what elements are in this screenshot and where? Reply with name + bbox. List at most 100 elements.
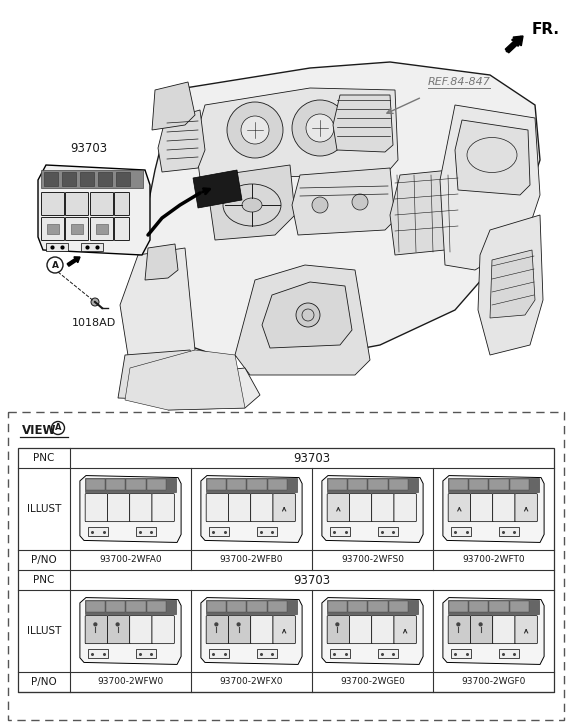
Bar bbox=[81, 243, 103, 251]
Polygon shape bbox=[193, 170, 242, 208]
Polygon shape bbox=[195, 88, 398, 178]
Ellipse shape bbox=[242, 198, 262, 212]
Bar bbox=[18, 448, 554, 692]
Polygon shape bbox=[201, 475, 302, 542]
Polygon shape bbox=[490, 250, 535, 318]
Text: FR.: FR. bbox=[532, 22, 560, 37]
Polygon shape bbox=[322, 475, 423, 542]
Bar bbox=[510, 601, 529, 612]
Bar bbox=[227, 479, 247, 490]
Bar bbox=[330, 649, 350, 659]
FancyBboxPatch shape bbox=[470, 616, 493, 643]
Circle shape bbox=[91, 298, 99, 306]
Bar bbox=[86, 479, 105, 490]
Text: 93700-2WFS0: 93700-2WFS0 bbox=[341, 555, 404, 564]
Circle shape bbox=[116, 622, 120, 627]
Circle shape bbox=[241, 116, 269, 144]
Text: 93700-2WFX0: 93700-2WFX0 bbox=[220, 678, 283, 686]
Polygon shape bbox=[158, 110, 205, 172]
Polygon shape bbox=[443, 598, 544, 664]
Bar bbox=[490, 479, 509, 490]
FancyBboxPatch shape bbox=[152, 494, 174, 522]
FancyBboxPatch shape bbox=[349, 494, 372, 522]
FancyBboxPatch shape bbox=[470, 494, 493, 522]
FancyBboxPatch shape bbox=[251, 494, 273, 522]
Polygon shape bbox=[390, 170, 460, 255]
Text: 93700-2WGF0: 93700-2WGF0 bbox=[461, 678, 526, 686]
FancyBboxPatch shape bbox=[130, 494, 152, 522]
FancyBboxPatch shape bbox=[85, 616, 108, 643]
Polygon shape bbox=[443, 475, 544, 542]
Polygon shape bbox=[333, 95, 393, 152]
Bar bbox=[328, 479, 347, 490]
Text: 1018AD: 1018AD bbox=[72, 318, 116, 328]
FancyArrow shape bbox=[67, 257, 80, 266]
Bar bbox=[209, 649, 229, 659]
Polygon shape bbox=[38, 165, 150, 255]
FancyBboxPatch shape bbox=[251, 616, 273, 643]
Bar bbox=[44, 172, 58, 186]
FancyBboxPatch shape bbox=[152, 616, 174, 643]
Text: 93700-2WGE0: 93700-2WGE0 bbox=[340, 678, 405, 686]
Bar bbox=[348, 479, 367, 490]
Polygon shape bbox=[455, 120, 530, 195]
Bar bbox=[146, 601, 166, 612]
Bar bbox=[106, 479, 125, 490]
FancyBboxPatch shape bbox=[42, 217, 65, 241]
FancyBboxPatch shape bbox=[42, 193, 65, 215]
Bar bbox=[80, 172, 94, 186]
Bar bbox=[126, 479, 146, 490]
Bar bbox=[469, 601, 488, 612]
Text: REF.84-847: REF.84-847 bbox=[428, 77, 491, 87]
FancyBboxPatch shape bbox=[492, 494, 515, 522]
Bar bbox=[136, 527, 156, 537]
Polygon shape bbox=[322, 598, 423, 664]
Polygon shape bbox=[125, 350, 245, 410]
Text: PNC: PNC bbox=[33, 453, 55, 463]
Text: 93703: 93703 bbox=[293, 574, 331, 587]
FancyBboxPatch shape bbox=[394, 494, 416, 522]
Circle shape bbox=[93, 622, 97, 627]
Circle shape bbox=[352, 194, 368, 210]
Bar bbox=[451, 527, 471, 537]
Text: 93703: 93703 bbox=[70, 142, 108, 155]
Bar bbox=[378, 527, 398, 537]
Bar bbox=[88, 527, 108, 537]
Text: 93700-2WFT0: 93700-2WFT0 bbox=[462, 555, 525, 564]
FancyBboxPatch shape bbox=[372, 616, 394, 643]
Text: 93703: 93703 bbox=[293, 451, 331, 465]
FancyBboxPatch shape bbox=[273, 616, 295, 643]
FancyBboxPatch shape bbox=[108, 494, 130, 522]
Polygon shape bbox=[120, 248, 195, 370]
Circle shape bbox=[214, 622, 219, 627]
Bar bbox=[510, 479, 529, 490]
Polygon shape bbox=[138, 62, 540, 360]
Text: PNC: PNC bbox=[33, 575, 55, 585]
FancyBboxPatch shape bbox=[66, 217, 89, 241]
Text: A: A bbox=[55, 424, 61, 433]
Circle shape bbox=[292, 100, 348, 156]
Bar bbox=[146, 479, 166, 490]
Polygon shape bbox=[440, 105, 540, 270]
FancyBboxPatch shape bbox=[327, 494, 349, 522]
FancyBboxPatch shape bbox=[327, 616, 349, 643]
Bar bbox=[88, 649, 108, 659]
Text: 93700-2WFW0: 93700-2WFW0 bbox=[97, 678, 164, 686]
Polygon shape bbox=[118, 350, 205, 400]
Text: ILLUST: ILLUST bbox=[27, 626, 61, 636]
Bar bbox=[368, 601, 388, 612]
Bar bbox=[499, 527, 519, 537]
Bar bbox=[126, 601, 146, 612]
Circle shape bbox=[306, 114, 334, 142]
FancyBboxPatch shape bbox=[206, 616, 229, 643]
Bar bbox=[85, 601, 176, 614]
Polygon shape bbox=[145, 244, 178, 280]
FancyBboxPatch shape bbox=[372, 494, 394, 522]
Bar bbox=[449, 479, 468, 490]
Bar bbox=[98, 172, 112, 186]
Polygon shape bbox=[152, 82, 195, 130]
Bar bbox=[207, 479, 226, 490]
Bar bbox=[46, 243, 68, 251]
Bar bbox=[499, 649, 519, 659]
FancyBboxPatch shape bbox=[273, 494, 295, 522]
